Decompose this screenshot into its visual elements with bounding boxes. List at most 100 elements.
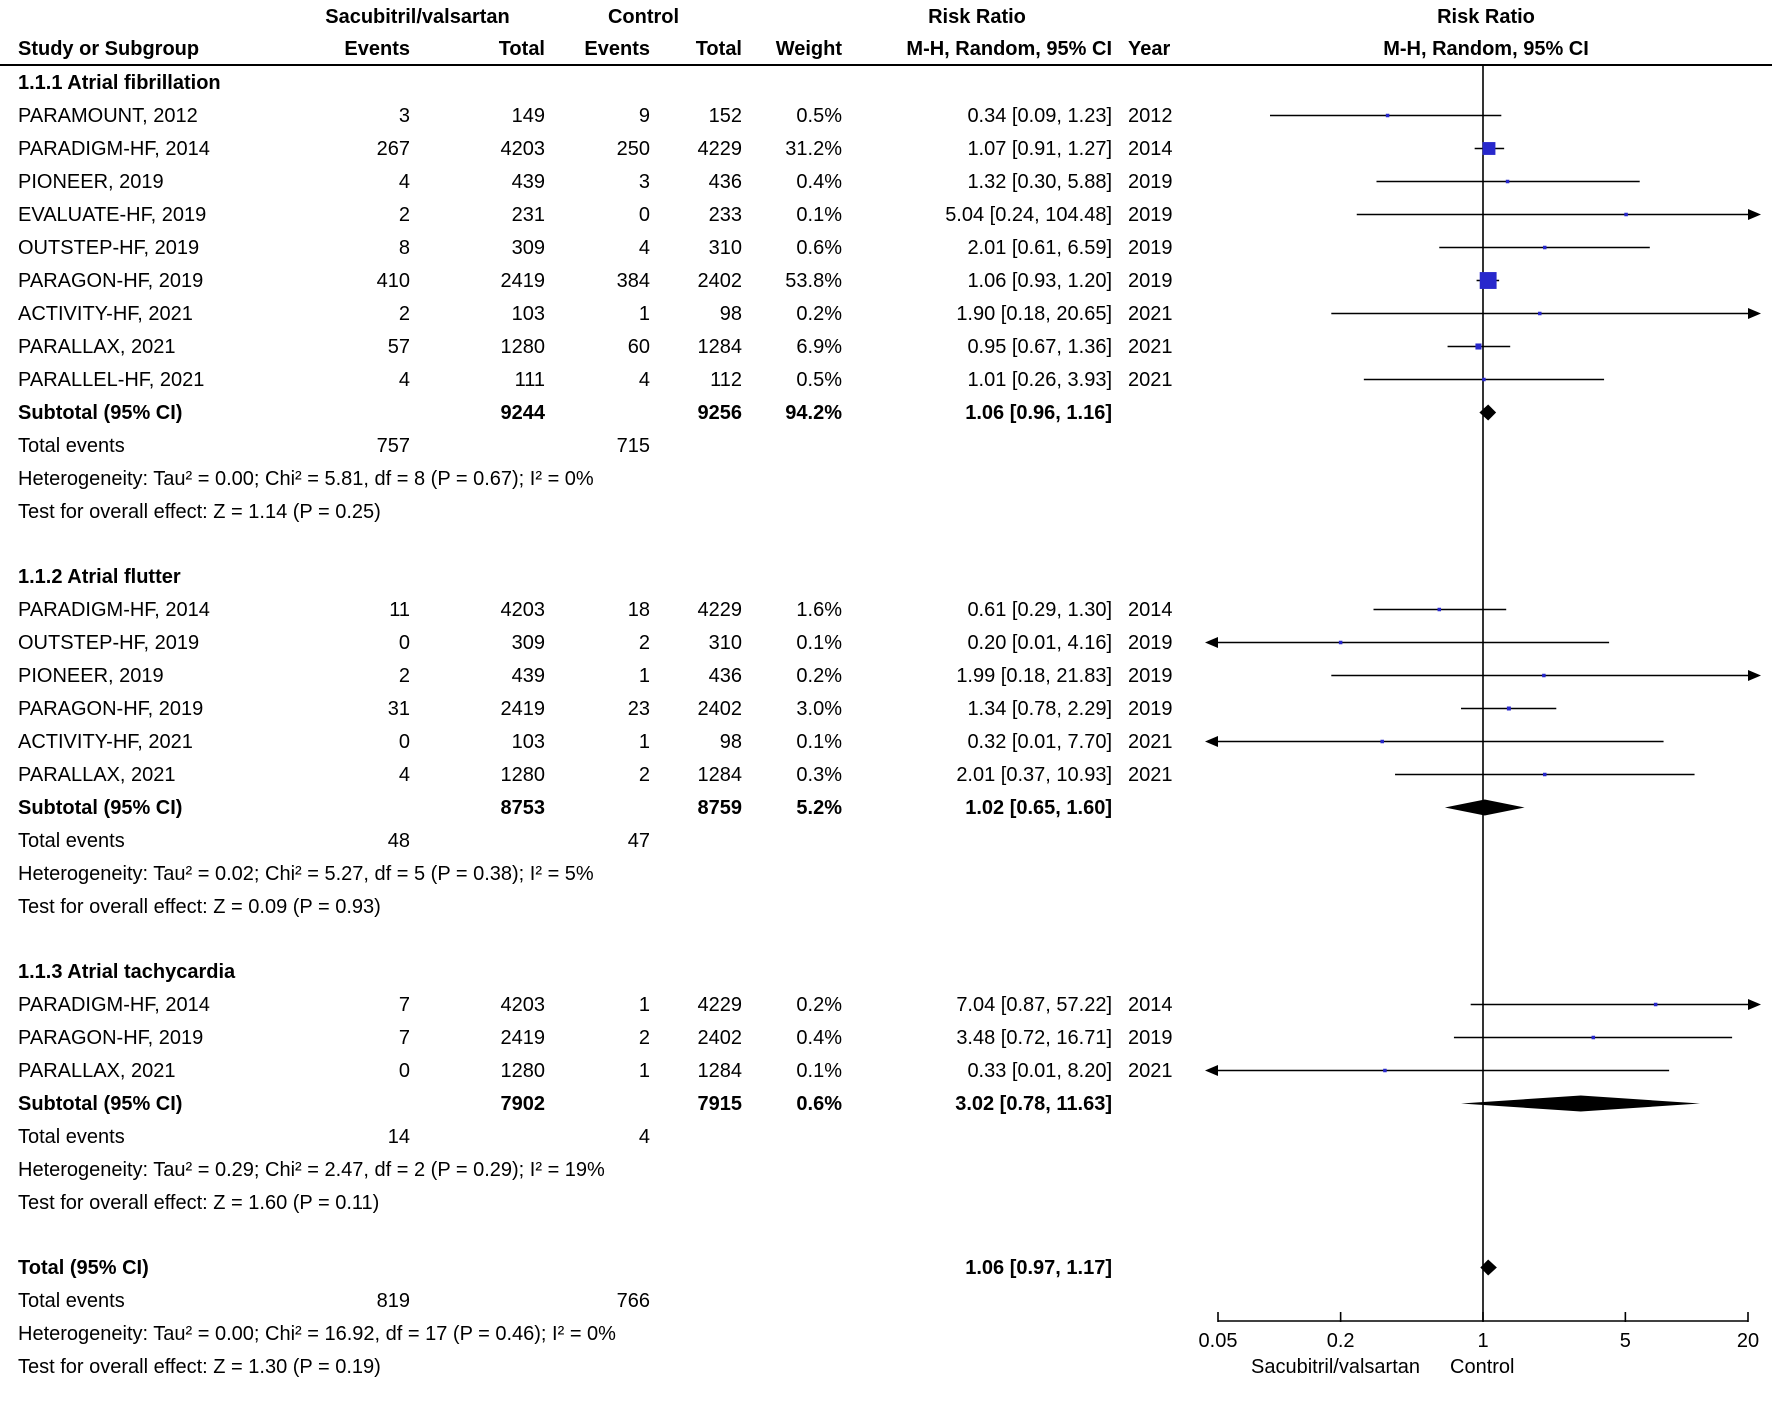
control-events: 1 <box>638 664 650 687</box>
subtotal-control-total: 8759 <box>697 796 743 819</box>
study-name: PARAGON-HF, 2019 <box>18 697 204 720</box>
treatment-events: 4 <box>398 170 410 193</box>
effect-test-text: Test for overall effect: Z = 1.14 (P = 0… <box>18 500 381 523</box>
effect-test-row: Test for overall effect: Z = 1.14 (P = 0… <box>0 495 1772 528</box>
risk-ratio-ci: 0.61 [0.29, 1.30] <box>967 598 1112 621</box>
control-events: 60 <box>627 335 650 358</box>
year: 2014 <box>1128 993 1173 1016</box>
column-header-row: Study or Subgroup Events Total Events To… <box>0 34 1772 66</box>
subtotal-weight: 5.2% <box>796 796 842 819</box>
effect-test-text: Test for overall effect: Z = 1.30 (P = 0… <box>18 1355 381 1378</box>
study-name: ACTIVITY-HF, 2021 <box>18 730 193 753</box>
treatment-total: 1280 <box>500 335 546 358</box>
weight: 0.4% <box>796 170 842 193</box>
control-total: 436 <box>708 170 742 193</box>
mh-ci-text-header: M-H, Random, 95% CI <box>842 34 1112 66</box>
weight: 0.5% <box>796 368 842 391</box>
subtotal-risk-ratio-ci: 3.02 [0.78, 11.63] <box>955 1092 1112 1115</box>
study-name: PARALLAX, 2021 <box>18 763 176 786</box>
study-row: PIONEER, 2019 2 439 1 436 0.2% 1.99 [0.18, 21.… <box>0 659 1772 692</box>
treatment-events: 4 <box>398 368 410 391</box>
treatment-events: 11 <box>389 598 410 621</box>
risk-ratio-ci: 0.95 [0.67, 1.36] <box>967 335 1112 358</box>
subtotal-treatment-total: 8753 <box>500 796 546 819</box>
heterogeneity-text: Heterogeneity: Tau² = 0.00; Chi² = 5.81,… <box>18 467 594 490</box>
weight: 0.1% <box>796 1059 842 1082</box>
control-events: 384 <box>616 269 650 292</box>
weight: 0.1% <box>796 730 842 753</box>
risk-ratio-ci: 0.33 [0.01, 8.20] <box>967 1059 1112 1082</box>
overall-risk-ratio-ci: 1.06 [0.97, 1.17] <box>965 1256 1112 1279</box>
risk-ratio-plot-header: Risk Ratio <box>1437 6 1535 28</box>
heterogeneity-text: Heterogeneity: Tau² = 0.00; Chi² = 16.92… <box>18 1322 616 1345</box>
subgroup-title-row: 1.1.1 Atrial fibrillation <box>0 66 1772 99</box>
treatment-total: 103 <box>511 302 545 325</box>
control-events: 23 <box>627 697 650 720</box>
control-events: 250 <box>616 137 650 160</box>
control-events: 1 <box>638 993 650 1016</box>
total-events-label: Total events <box>18 829 125 852</box>
weight: 53.8% <box>785 269 842 292</box>
total-events-row: Total events 757 715 <box>0 429 1772 462</box>
treatment-total: 2419 <box>500 269 546 292</box>
weight: 0.2% <box>796 993 842 1016</box>
control-total: 310 <box>708 631 742 654</box>
subgroup-title-row: 1.1.3 Atrial tachycardia <box>0 955 1772 988</box>
study-name: PARAGON-HF, 2019 <box>18 269 204 292</box>
control-events: 18 <box>627 598 650 621</box>
risk-ratio-ci: 1.99 [0.18, 21.83] <box>956 664 1112 687</box>
control-total: 1284 <box>697 763 743 786</box>
control-events: 9 <box>638 104 650 127</box>
subtotal-row: Subtotal (95% CI) 9244 9256 94.2% 1.06 [0.96… <box>0 396 1772 429</box>
subtotal-label: Subtotal (95% CI) <box>18 796 183 819</box>
study-name: ACTIVITY-HF, 2021 <box>18 302 193 325</box>
study-name: PARALLEL-HF, 2021 <box>18 368 205 391</box>
study-name: PIONEER, 2019 <box>18 664 164 687</box>
risk-ratio-ci: 1.07 [0.91, 1.27] <box>967 137 1112 160</box>
year: 2019 <box>1128 236 1173 259</box>
study-name: OUTSTEP-HF, 2019 <box>18 631 200 654</box>
study-name: PARAMOUNT, 2012 <box>18 104 198 127</box>
total-events-treatment: 757 <box>376 434 410 457</box>
subtotal-risk-ratio-ci: 1.06 [0.96, 1.16] <box>965 401 1112 424</box>
subgroup-title: 1.1.2 Atrial flutter <box>18 565 181 588</box>
treatment-events: 8 <box>398 236 410 259</box>
control-total: 98 <box>719 730 742 753</box>
total-events-control: 766 <box>616 1289 650 1312</box>
control-total: 233 <box>708 203 742 226</box>
treatment-group-header: Sacubitril/valsartan <box>325 6 510 28</box>
subgroup-title: 1.1.1 Atrial fibrillation <box>18 71 221 94</box>
year: 2012 <box>1128 104 1173 127</box>
treatment-events: 267 <box>376 137 410 160</box>
control-events: 1 <box>638 1059 650 1082</box>
subgroup-title: 1.1.3 Atrial tachycardia <box>18 960 236 983</box>
risk-ratio-ci: 0.32 [0.01, 7.70] <box>967 730 1112 753</box>
overall-total-label: Total (95% CI) <box>18 1256 149 1279</box>
control-events: 2 <box>638 1026 650 1049</box>
subtotal-risk-ratio-ci: 1.02 [0.65, 1.60] <box>965 796 1112 819</box>
control-total: 4229 <box>697 137 743 160</box>
treatment-events: 57 <box>387 335 410 358</box>
treatment-events: 2 <box>398 664 410 687</box>
control-total: 310 <box>708 236 742 259</box>
control-events: 1 <box>638 302 650 325</box>
treatment-total: 231 <box>511 203 545 226</box>
study-row: PARAGON-HF, 2019 7 2419 2 2402 0.4% 3.48 [0.72… <box>0 1021 1772 1054</box>
risk-ratio-ci: 2.01 [0.37, 10.93] <box>956 763 1112 786</box>
year: 2014 <box>1128 137 1173 160</box>
effect-test-row: Test for overall effect: Z = 1.60 (P = 0… <box>0 1186 1772 1219</box>
weight: 1.6% <box>796 598 842 621</box>
study-row: PARADIGM-HF, 2014 11 4203 18 4229 1.6% 0.61 [0… <box>0 593 1772 626</box>
treatment-events: 0 <box>398 1059 410 1082</box>
control-total: 1284 <box>697 335 743 358</box>
effect-test-text: Test for overall effect: Z = 0.09 (P = 0… <box>18 895 381 918</box>
control-total: 4229 <box>697 598 743 621</box>
total-events-label: Total events <box>18 1289 125 1312</box>
control-total-header: Total <box>650 34 742 66</box>
treatment-events: 410 <box>376 269 410 292</box>
year: 2019 <box>1128 269 1173 292</box>
treatment-events: 7 <box>398 993 410 1016</box>
treatment-total: 111 <box>514 368 545 391</box>
treatment-events: 4 <box>398 763 410 786</box>
